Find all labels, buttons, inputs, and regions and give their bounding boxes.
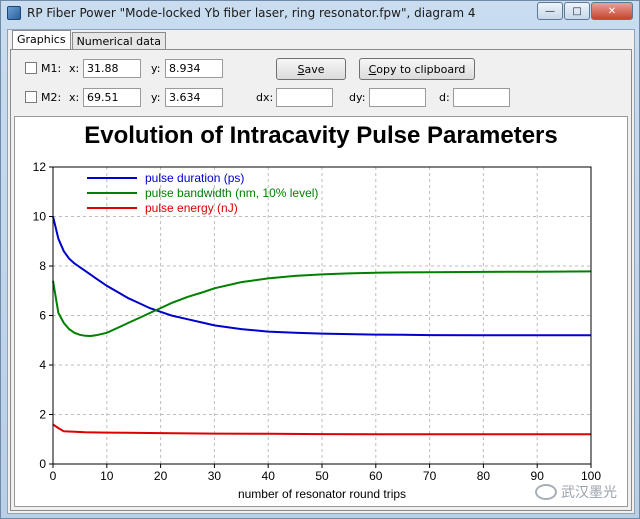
d-field[interactable] — [453, 88, 510, 107]
chart-legend: pulse duration (ps)pulse bandwidth (nm, … — [87, 171, 318, 215]
marker-m2-row: M2: x: 69.51 y: 3.634 dx: dy: d: — [11, 87, 631, 109]
title-bar[interactable]: RP Fiber Power "Mode-locked Yb fiber las… — [1, 1, 639, 25]
series-line-2 — [52, 423, 591, 436]
chart-ticks: 0 10 20 30 40 50 60 70 80 90 100 0 2 4 6 8 10 12 — [33, 160, 602, 483]
x-tick-label: 10 — [100, 469, 114, 483]
x-tick-label: 20 — [154, 469, 168, 483]
dx-label: dx: — [256, 91, 274, 104]
tab-strip: Graphics Numerical data — [12, 30, 167, 50]
chart-title: Evolution of Intracavity Pulse Parameter… — [84, 122, 558, 149]
plot-frame — [52, 166, 592, 465]
m1-x-label: x: — [69, 62, 80, 75]
wechat-icon — [535, 484, 557, 500]
x-tick-label: 100 — [581, 469, 601, 483]
window-controls: — □ ✕ — [536, 2, 633, 20]
y-tick-label: 10 — [33, 210, 47, 224]
legend-entry-2: pulse energy (nJ) — [145, 201, 238, 215]
y-tick-label: 0 — [39, 457, 46, 471]
y-tick-label: 6 — [39, 309, 46, 323]
legend-entry-1: pulse bandwidth (nm, 10% level) — [145, 186, 318, 200]
x-tick-label: 40 — [262, 469, 276, 483]
maximize-button[interactable]: □ — [564, 2, 590, 20]
y-tick-label: 12 — [33, 160, 47, 174]
x-tick-label: 70 — [423, 469, 437, 483]
series-line-1 — [52, 270, 592, 338]
m2-x-label: x: — [69, 91, 80, 104]
m1-y-label: y: — [151, 62, 161, 75]
app-icon — [7, 6, 21, 20]
m2-y-field[interactable]: 3.634 — [165, 88, 223, 107]
tab-graphics[interactable]: Graphics — [12, 30, 71, 50]
tab-numerical-data[interactable]: Numerical data — [71, 32, 166, 50]
legend-entry-0: pulse duration (ps) — [145, 171, 244, 185]
m1-x-field[interactable]: 31.88 — [83, 59, 141, 78]
x-tick-label: 30 — [208, 469, 222, 483]
dy-label: dy: — [349, 91, 366, 104]
y-tick-label: 2 — [39, 408, 46, 422]
m2-x-field[interactable]: 69.51 — [83, 88, 141, 107]
watermark-text: 武汉墨光 — [561, 485, 617, 501]
m2-y-label: y: — [151, 91, 161, 104]
close-button[interactable]: ✕ — [591, 2, 633, 20]
x-tick-label: 80 — [477, 469, 491, 483]
y-tick-label: 8 — [39, 259, 46, 273]
evolution-chart: Evolution of Intracavity Pulse Parameter… — [33, 122, 602, 501]
d-label: d: — [439, 91, 450, 104]
watermark: 武汉墨光 — [535, 482, 617, 502]
dy-field[interactable] — [369, 88, 426, 107]
x-tick-label: 50 — [315, 469, 329, 483]
m1-checkbox[interactable] — [25, 62, 37, 74]
save-accel: S — [297, 62, 305, 76]
x-tick-label: 0 — [50, 469, 57, 483]
y-tick-label: 4 — [39, 358, 46, 372]
chart-area: Evolution of Intracavity Pulse Parameter… — [14, 116, 628, 507]
chart-grid — [53, 167, 591, 464]
m2-checkbox[interactable] — [25, 91, 37, 103]
x-tick-label: 60 — [369, 469, 383, 483]
dx-field[interactable] — [276, 88, 333, 107]
m1-label: M1: — [41, 62, 62, 75]
minimize-button[interactable]: — — [537, 2, 563, 20]
chart-series — [52, 216, 592, 436]
save-label: ave — [304, 62, 325, 76]
x-tick-label: 90 — [531, 469, 545, 483]
series-line-0 — [52, 216, 591, 337]
m1-y-field[interactable]: 8.934 — [165, 59, 223, 78]
copy-accel: C — [368, 62, 377, 76]
window-title: RP Fiber Power "Mode-locked Yb fiber las… — [27, 6, 476, 20]
copy-label: opy to clipboard — [376, 62, 466, 76]
client-area: Graphics Numerical data M1: x: 31.88 y: … — [7, 29, 635, 514]
x-axis-label: number of resonator round trips — [238, 487, 406, 501]
m2-label: M2: — [41, 91, 62, 104]
